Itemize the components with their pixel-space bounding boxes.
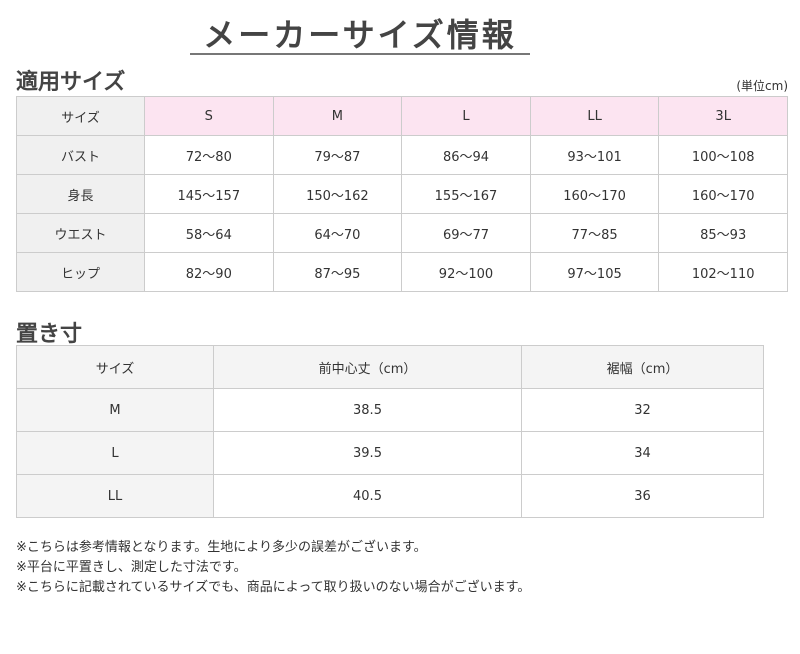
table-row: L 39.5 34 xyxy=(16,431,764,475)
header-cell: サイズ xyxy=(16,345,214,389)
table-cell: 82〜90 xyxy=(144,252,274,292)
table-cell: 79〜87 xyxy=(272,135,403,175)
table-cell: 85〜93 xyxy=(658,213,788,253)
table-cell: 102〜110 xyxy=(658,252,788,292)
header-cell: M xyxy=(272,96,403,136)
table-header-row: サイズ S M L LL 3L xyxy=(16,96,788,136)
flat-measurement-table: サイズ 前中心丈（cm） 裾幅（cm） M 38.5 32 L 39.5 34 LL 40.5 36 xyxy=(16,345,764,518)
section-heading-applicable-size: 適用サイズ xyxy=(16,70,126,95)
table-row: ヒップ 82〜90 87〜95 92〜100 97〜105 102〜110 xyxy=(16,252,788,292)
table-cell: 93〜101 xyxy=(529,135,660,175)
header-cell: サイズ xyxy=(16,96,145,136)
table-cell: 155〜167 xyxy=(401,174,531,214)
table-cell: 92〜100 xyxy=(401,252,531,292)
table-cell: 97〜105 xyxy=(529,252,660,292)
table-cell: 160〜170 xyxy=(658,174,788,214)
header-cell: L xyxy=(401,96,531,136)
table-cell: 86〜94 xyxy=(401,135,531,175)
header-cell: LL xyxy=(529,96,660,136)
table-cell: 38.5 xyxy=(213,388,522,432)
table-cell: 145〜157 xyxy=(144,174,274,214)
header-cell: 3L xyxy=(658,96,788,136)
table-cell: 160〜170 xyxy=(529,174,660,214)
page-title: メーカーサイズ情報 xyxy=(203,16,517,54)
table-cell: 34 xyxy=(521,431,764,475)
table-cell: 150〜162 xyxy=(272,174,403,214)
table-header-row: サイズ 前中心丈（cm） 裾幅（cm） xyxy=(16,345,764,389)
note: ※こちらに記載されているサイズでも、商品によって取り扱いのない場合がございます。 xyxy=(16,580,531,595)
table-cell: L xyxy=(16,431,214,475)
table-cell: 32 xyxy=(521,388,764,432)
table-cell: 69〜77 xyxy=(401,213,531,253)
table-row: ウエスト 58〜64 64〜70 69〜77 77〜85 85〜93 xyxy=(16,213,788,253)
table-cell: 40.5 xyxy=(213,474,522,518)
applicable-size-table: サイズ S M L LL 3L バスト 72〜80 79〜87 86〜94 93〜101 100〜10… xyxy=(16,96,788,292)
table-row: LL 40.5 36 xyxy=(16,474,764,518)
table-row: 身長 145〜157 150〜162 155〜167 160〜170 160〜170 xyxy=(16,174,788,214)
unit-label: (単位cm) xyxy=(736,79,788,93)
table-row: バスト 72〜80 79〜87 86〜94 93〜101 100〜108 xyxy=(16,135,788,175)
table-cell: バスト xyxy=(16,135,145,175)
table-cell: 39.5 xyxy=(213,431,522,475)
header-cell: 前中心丈（cm） xyxy=(213,345,522,389)
title-underline xyxy=(190,53,530,55)
table-cell: 100〜108 xyxy=(658,135,788,175)
table-cell: 身長 xyxy=(16,174,145,214)
note: ※平台に平置きし、測定した寸法です。 xyxy=(16,560,247,575)
table-cell: 64〜70 xyxy=(272,213,403,253)
table-row: M 38.5 32 xyxy=(16,388,764,432)
table-cell: 72〜80 xyxy=(144,135,274,175)
table-cell: 77〜85 xyxy=(529,213,660,253)
header-cell: 裾幅（cm） xyxy=(521,345,764,389)
table-cell: ヒップ xyxy=(16,252,145,292)
header-cell: S xyxy=(144,96,274,136)
notes: ※こちらは参考情報となります。生地により多少の誤差がございます。 ※平台に平置き… xyxy=(16,538,530,598)
table-cell: 87〜95 xyxy=(272,252,403,292)
table-cell: 36 xyxy=(521,474,764,518)
table-cell: ウエスト xyxy=(16,213,145,253)
table-cell: M xyxy=(16,388,214,432)
table-cell: 58〜64 xyxy=(144,213,274,253)
section-heading-flat-measurements: 置き寸 xyxy=(16,322,83,347)
table-cell: LL xyxy=(16,474,214,518)
note: ※こちらは参考情報となります。生地により多少の誤差がございます。 xyxy=(16,540,427,555)
